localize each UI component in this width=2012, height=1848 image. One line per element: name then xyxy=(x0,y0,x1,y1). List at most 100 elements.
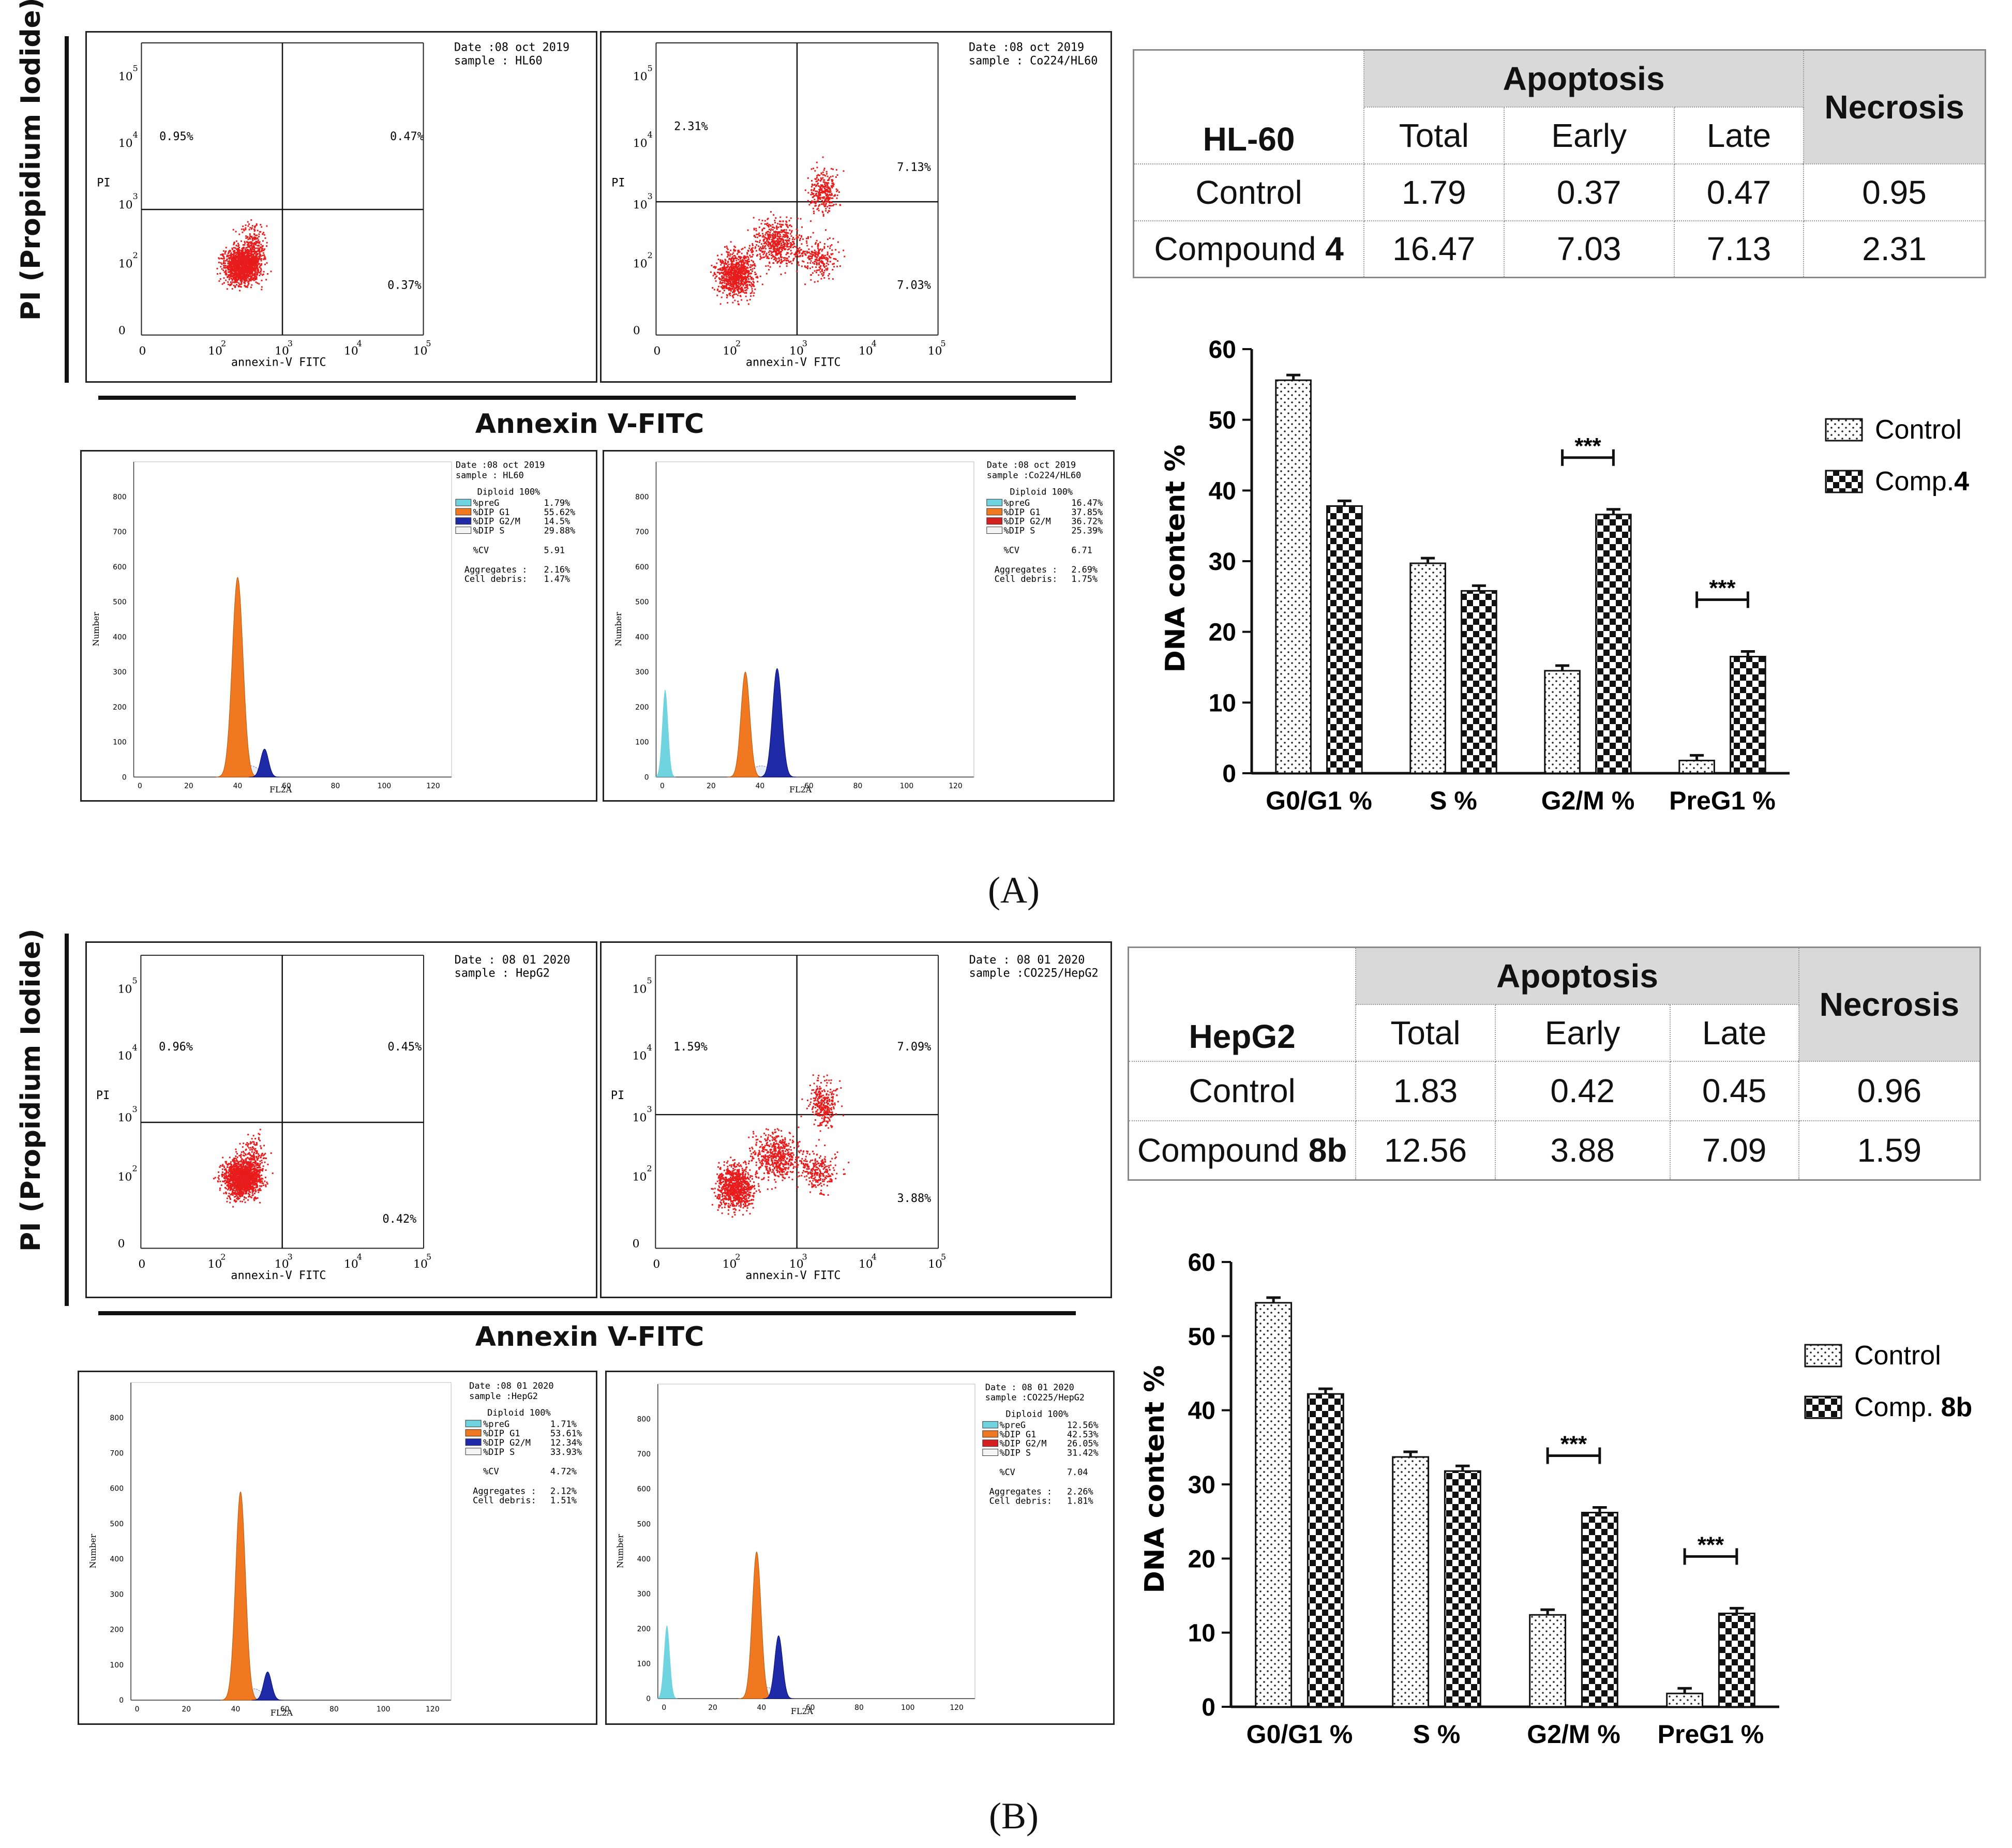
scatter-point xyxy=(765,223,768,225)
scatter-point xyxy=(250,1185,252,1187)
scatter-point xyxy=(824,187,826,189)
y-tick-label: 10 xyxy=(118,137,133,150)
legend-swatch-treated xyxy=(1825,470,1863,493)
scatter-point xyxy=(245,258,247,260)
scatter-point xyxy=(728,289,730,291)
scatter-point xyxy=(240,278,242,280)
scatter-point xyxy=(231,1164,233,1166)
scatter-point xyxy=(782,229,784,231)
scatter-point xyxy=(237,1167,239,1169)
scatter-point xyxy=(716,254,718,257)
scatter-point xyxy=(266,242,268,244)
scatter-point xyxy=(731,283,733,285)
scatter-point xyxy=(246,276,248,278)
scatter-point xyxy=(827,267,829,269)
scatter-point xyxy=(238,268,241,270)
scatter-point xyxy=(243,254,245,256)
scatter-point xyxy=(744,278,746,280)
scatter-point xyxy=(241,278,243,280)
scatter-point xyxy=(218,280,220,282)
scatter-point xyxy=(733,263,735,265)
scatter-point xyxy=(261,1174,263,1176)
scatter-point xyxy=(820,260,822,262)
scatter-point xyxy=(722,261,724,263)
scatter-point xyxy=(819,188,821,190)
scatter-point xyxy=(778,252,780,254)
scatter-point xyxy=(247,256,249,258)
scatter-point xyxy=(258,283,260,285)
scatter-point xyxy=(229,277,231,279)
scatter-point xyxy=(817,200,819,202)
scatter-point xyxy=(714,273,716,275)
scatter-point xyxy=(760,223,762,225)
y-tick-label: 10 xyxy=(1209,689,1236,717)
scatter-point xyxy=(734,275,737,277)
scatter-point xyxy=(243,273,245,275)
scatter-point xyxy=(258,272,260,274)
scatter-point xyxy=(231,275,233,277)
scatter-point xyxy=(733,276,735,278)
scatter-point xyxy=(246,273,248,275)
scatter-point xyxy=(731,278,733,280)
scatter-point xyxy=(252,1178,254,1180)
scatter-point xyxy=(236,1163,238,1165)
scatter-point xyxy=(825,184,827,186)
scatter-point xyxy=(726,247,728,249)
scatter-point xyxy=(242,1191,244,1193)
scatter-point xyxy=(747,250,749,252)
scatter-point xyxy=(752,280,754,282)
scatter-point xyxy=(744,268,746,270)
scatter-point xyxy=(815,190,817,192)
scatter-point xyxy=(788,256,790,258)
scatter-point xyxy=(263,271,265,273)
scatter-point xyxy=(234,258,236,260)
scatter-point xyxy=(254,234,257,236)
scatter-point xyxy=(229,1189,231,1191)
scatter-point xyxy=(741,268,743,271)
scatter-point xyxy=(819,249,821,251)
scatter-point xyxy=(252,256,254,258)
scatter-point xyxy=(814,263,816,265)
scatter-point xyxy=(250,263,252,265)
scatter-point xyxy=(758,249,760,251)
scatter-point xyxy=(225,1172,227,1174)
y-tick-label: 200 xyxy=(113,703,126,712)
scatter-point xyxy=(741,263,743,265)
scatter-point xyxy=(762,239,764,241)
legend-label: %DIP S xyxy=(473,525,505,536)
scatter-point xyxy=(261,1182,263,1184)
scatter-point xyxy=(225,250,227,252)
scatter-point xyxy=(238,258,240,260)
scatter-point xyxy=(741,269,743,272)
scatter-point xyxy=(238,1161,241,1163)
scatter-point xyxy=(751,256,753,258)
scatter-point xyxy=(238,277,241,279)
scatter-point xyxy=(824,200,827,202)
scatter-point xyxy=(233,1196,235,1198)
scatter-point xyxy=(747,275,749,277)
scatter-point xyxy=(815,256,817,258)
scatter-point xyxy=(238,250,240,252)
scatter-point xyxy=(747,303,749,305)
scatter-point xyxy=(220,266,222,268)
scatter-point xyxy=(246,261,248,263)
scatter-point xyxy=(241,277,243,279)
scatter-point xyxy=(249,246,251,248)
legend-swatch xyxy=(455,499,472,506)
scatter-point xyxy=(804,283,806,286)
scatter-point xyxy=(808,259,810,260)
scatter-point xyxy=(764,236,767,238)
scatter-point xyxy=(233,1158,235,1160)
hist-peak-pre-g1 xyxy=(653,689,677,777)
scatter-point xyxy=(805,254,807,256)
scatter-point xyxy=(739,256,741,258)
scatter-point xyxy=(835,188,837,190)
scatter-point xyxy=(727,261,729,263)
scatter-point xyxy=(822,201,824,203)
x-tick-label: 60 xyxy=(282,782,291,790)
scatter-point xyxy=(776,228,778,230)
scatter-point xyxy=(737,301,739,303)
scatter-point xyxy=(812,201,814,203)
scatter-point xyxy=(245,261,247,263)
scatter-point xyxy=(232,276,234,278)
